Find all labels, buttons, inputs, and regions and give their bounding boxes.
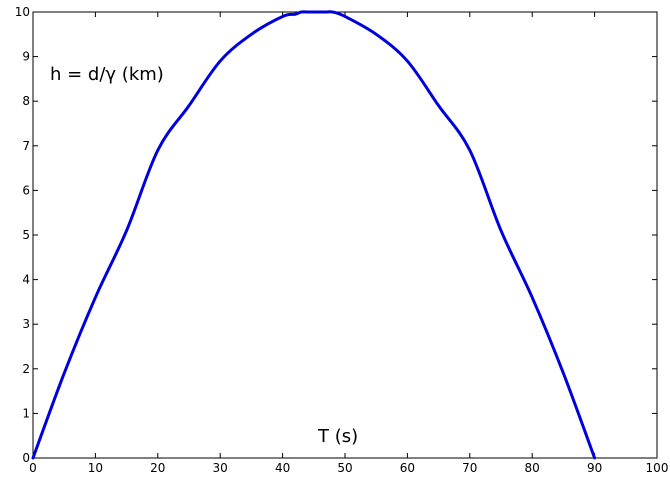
y-tick-label: 9	[22, 50, 30, 64]
y-tick-label: 3	[22, 317, 30, 331]
y-tick-label: 7	[22, 139, 30, 153]
x-tick-label: 90	[587, 461, 602, 475]
x-tick-label: 40	[275, 461, 290, 475]
y-tick-label: 5	[22, 228, 30, 242]
series-line	[31, 10, 597, 460]
x-tick-label: 20	[150, 461, 165, 475]
x-tick-label: 80	[525, 461, 540, 475]
x-tick-label: 0	[29, 461, 37, 475]
x-tick-label: 30	[213, 461, 228, 475]
x-tick-label: 70	[462, 461, 477, 475]
x-tick-label: 50	[337, 461, 352, 475]
y-axis-label: h = d/γ (km)	[50, 64, 164, 85]
y-tick-label: 1	[22, 406, 30, 420]
y-tick-label: 6	[22, 183, 30, 197]
y-tick-label: 4	[22, 273, 30, 287]
y-tick-label: 10	[15, 5, 30, 19]
x-tick-label: 60	[400, 461, 415, 475]
y-tick-label: 2	[22, 362, 30, 376]
y-tick-label: 8	[22, 94, 30, 108]
y-tick-label: 0	[22, 451, 30, 465]
x-axis-label: T (s)	[317, 426, 358, 447]
tick-labels: 0 10 20 30 40 50 60 70 80 90 100 0 1 2 3 4 5 6 7 8 9 10	[15, 5, 669, 475]
x-tick-label: 100	[646, 461, 669, 475]
x-tick-label: 10	[88, 461, 103, 475]
